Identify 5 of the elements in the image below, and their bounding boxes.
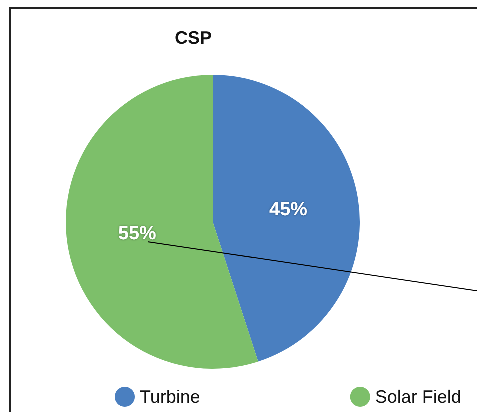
data-label: 45% [270, 200, 308, 221]
legend-label: Turbine [140, 387, 200, 407]
chart-title: CSP [175, 28, 212, 48]
legend-label: Solar Field [375, 387, 462, 407]
data-label: 55% [118, 223, 157, 244]
